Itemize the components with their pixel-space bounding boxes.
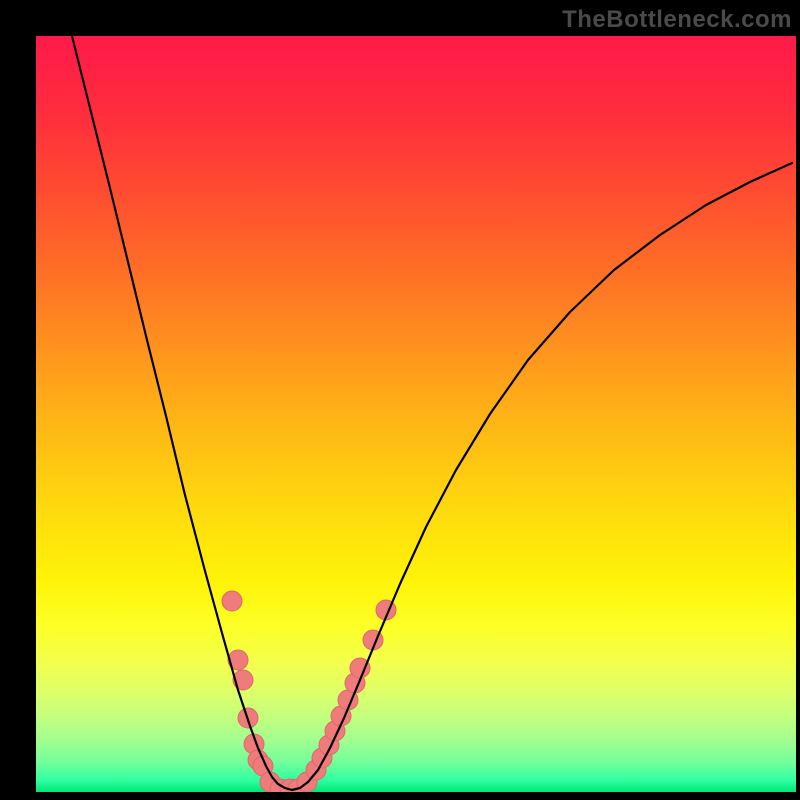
chart-frame: TheBottleneck.com	[0, 0, 800, 800]
bottleneck-curve	[72, 36, 792, 790]
watermark-text: TheBottleneck.com	[562, 6, 792, 34]
marker-group	[222, 591, 396, 792]
gradient-panel	[36, 36, 796, 792]
marker-dot	[222, 591, 242, 611]
bottleneck-curve-plot	[36, 36, 796, 792]
